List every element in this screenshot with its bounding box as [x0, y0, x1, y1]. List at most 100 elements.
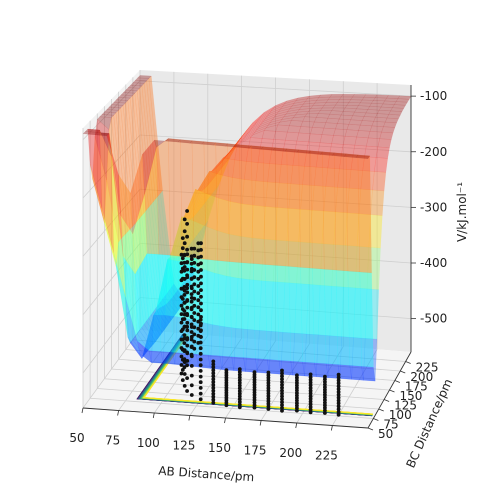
- trajectory-point: [308, 388, 313, 393]
- trajectory-point: [182, 384, 187, 388]
- surface-patch: [262, 113, 278, 123]
- surface-patch: [367, 131, 382, 139]
- z-tick-label: -400: [420, 256, 447, 270]
- surface-patch: [234, 146, 249, 162]
- surface-patch: [354, 136, 369, 147]
- trajectory-point: [198, 346, 203, 351]
- surface-patch: [169, 282, 184, 324]
- trajectory-point: [185, 376, 190, 380]
- surface-patch: [287, 106, 302, 112]
- trajectory-point: [198, 369, 203, 373]
- surface-patch: [143, 320, 159, 342]
- surface-patch: [386, 114, 401, 120]
- grid-line-y: [118, 91, 395, 381]
- grid-line-z: [82, 297, 412, 374]
- grid-line-x: [332, 83, 378, 426]
- surface-patch: [236, 137, 251, 149]
- surface-patch: [286, 208, 301, 243]
- trajectory-point: [182, 357, 187, 361]
- surface-patch: [258, 119, 274, 128]
- surface-patch: [261, 105, 276, 116]
- surface-patch: [130, 82, 145, 87]
- surface-patch: [266, 108, 282, 117]
- surface-patch: [115, 242, 131, 343]
- trajectory-point: [308, 396, 313, 401]
- surface-patch: [148, 204, 163, 303]
- trajectory-point: [185, 363, 190, 368]
- surface-patch: [355, 154, 371, 159]
- y-tick-mark: [405, 361, 411, 364]
- surface-patch: [296, 241, 311, 285]
- surface-patch: [275, 108, 291, 115]
- surface-patch: [89, 164, 105, 223]
- trajectory-point: [196, 298, 201, 303]
- surface-patch: [267, 119, 283, 126]
- surface-patch: [139, 314, 154, 363]
- surface-patch: [269, 116, 285, 123]
- trajectory-point: [280, 394, 284, 399]
- trajectory-point: [336, 404, 341, 409]
- surface-patch: [290, 165, 305, 185]
- trajectory-point: [323, 411, 327, 415]
- surface-patch: [348, 119, 363, 126]
- surface-patch: [335, 187, 350, 214]
- surface-patch: [314, 99, 329, 104]
- y-tick-mark: [367, 427, 374, 431]
- trajectory-point: [211, 391, 216, 396]
- surface-patch: [393, 101, 408, 106]
- surface-patch: [350, 155, 365, 171]
- trajectory-point: [189, 393, 194, 397]
- surface-patch: [169, 286, 184, 308]
- surface-patch: [132, 336, 147, 356]
- trajectory-point: [336, 401, 341, 406]
- surface-patch: [347, 187, 362, 215]
- surface-patch: [292, 151, 307, 167]
- trajectory-point: [336, 410, 341, 414]
- surface-patch: [300, 184, 315, 211]
- surface-patch: [94, 132, 110, 137]
- surface-patch: [251, 127, 267, 136]
- surface-patch: [187, 190, 203, 220]
- surface-patch: [310, 150, 325, 270]
- surface-patch: [248, 137, 263, 150]
- trajectory-point: [185, 247, 190, 252]
- surface-patch: [294, 283, 309, 335]
- trajectory-point: [323, 382, 327, 387]
- trajectory-point: [179, 312, 184, 316]
- surface-patch: [162, 315, 178, 365]
- surface-patch: [224, 141, 239, 159]
- surface-patch: [323, 102, 338, 106]
- surface-patch: [246, 147, 261, 163]
- trajectory-point: [237, 378, 242, 382]
- surface-patch: [349, 365, 364, 381]
- surface-patch: [302, 116, 317, 123]
- trajectory-point: [211, 371, 216, 376]
- surface-patch: [276, 265, 292, 362]
- surface-patch: [99, 129, 114, 253]
- trajectory-point: [237, 370, 242, 374]
- surface-patch: [329, 285, 344, 337]
- grid-line-z: [82, 80, 412, 140]
- surface-patch: [108, 104, 124, 109]
- trajectory-point: [308, 377, 313, 382]
- surface-patch: [329, 93, 344, 98]
- surface-patch: [342, 135, 357, 146]
- surface-patch: [331, 135, 346, 145]
- trajectory-point: [189, 337, 194, 342]
- surface-patch: [155, 300, 170, 342]
- surface-patch: [210, 324, 225, 370]
- trajectory-point: [192, 296, 197, 301]
- surface-patch: [302, 166, 317, 186]
- trajectory-point: [189, 307, 194, 312]
- surface-patch: [152, 308, 168, 330]
- trajectory-point: [323, 398, 327, 402]
- surface-patch: [215, 142, 230, 262]
- trajectory-point: [192, 339, 197, 344]
- surface-patch: [141, 212, 156, 313]
- surface-patch: [164, 292, 179, 314]
- surface-patch: [368, 214, 383, 249]
- trajectory-point: [198, 391, 203, 396]
- x-tick-mark: [152, 412, 155, 419]
- surface-patch: [344, 129, 359, 138]
- surface-patch: [294, 140, 309, 153]
